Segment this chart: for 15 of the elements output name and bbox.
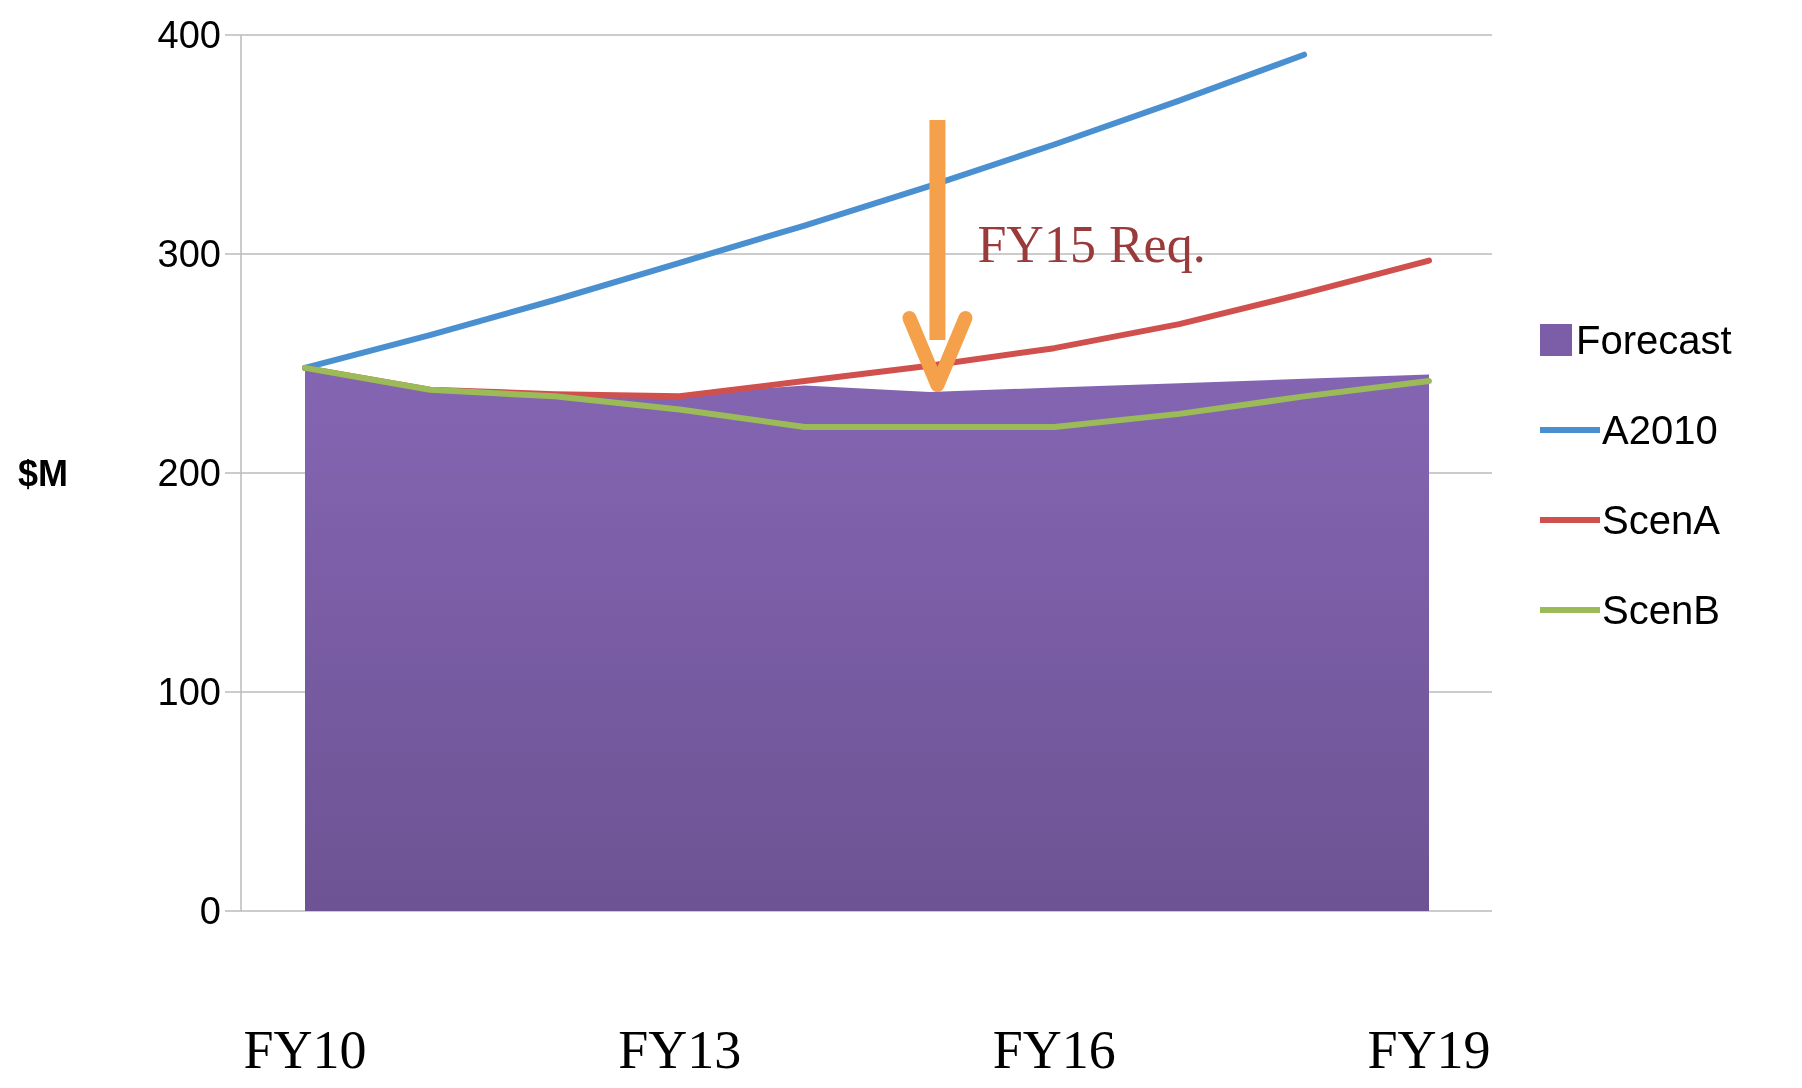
y-axis-title: $M (18, 452, 69, 494)
y-tick-label: 400 (157, 14, 221, 57)
annotation: FY15 Req. (977, 216, 1206, 273)
x-tick-label: FY16 (992, 1020, 1116, 1080)
y-tick-label: 200 (157, 452, 221, 495)
legend-label: ScenA (1602, 498, 1721, 542)
x-tick-label: FY19 (1367, 1020, 1491, 1080)
legend-label: A2010 (1602, 408, 1718, 452)
x-tick-label: FY10 (243, 1020, 367, 1080)
x-tick-label: FY13 (618, 1020, 742, 1080)
legend-label: ScenB (1602, 588, 1720, 632)
y-tick-label: 100 (157, 671, 221, 714)
y-tick-label: 0 (199, 890, 221, 933)
legend-label: Forecast (1576, 318, 1732, 362)
y-tick-label: 300 (157, 233, 221, 276)
